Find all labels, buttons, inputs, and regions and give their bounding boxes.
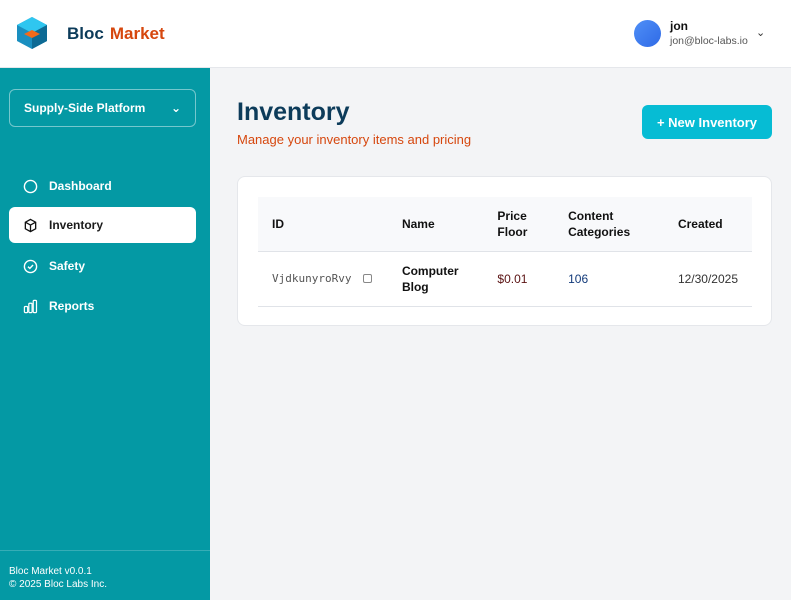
column-header-name: Name <box>387 197 484 252</box>
column-header-created: Created <box>663 197 752 252</box>
user-email: jon@bloc-labs.io <box>670 35 748 47</box>
page-subtitle: Manage your inventory items and pricing <box>237 132 472 147</box>
check-circle-icon <box>23 259 38 273</box>
inventory-card: ID Name Price Floor Content Categories C… <box>237 176 772 326</box>
column-header-content-categories: Content Categories <box>554 197 664 252</box>
box-icon <box>24 218 37 232</box>
inventory-name: Computer Blog <box>387 251 484 307</box>
new-inventory-button[interactable]: + New Inventory <box>642 105 772 139</box>
price-floor: $0.01 <box>483 251 555 307</box>
inventory-id: VjdkunyroRvy <box>272 272 352 285</box>
sidebar: Supply-Side Platform ⌄ Dashboard Inventor… <box>0 68 210 600</box>
chevron-down-icon[interactable]: ⌄ <box>756 27 766 39</box>
sidebar-footer: Bloc Market v0.0.1 © 2025 Bloc Labs Inc. <box>0 550 210 600</box>
brand-name: Bloc Market <box>67 24 165 43</box>
column-header-price-floor: Price Floor <box>483 197 555 252</box>
bloc-market-logo <box>17 17 47 49</box>
sidebar-item-reports[interactable]: Reports <box>9 288 196 324</box>
sidebar-item-dashboard[interactable]: Dashboard <box>9 168 196 204</box>
content-categories: 106 <box>554 251 664 307</box>
column-header-id: ID <box>258 197 388 252</box>
page-title: Inventory <box>237 98 350 126</box>
circle-icon <box>23 179 38 193</box>
avatar <box>634 19 661 47</box>
sidebar-item-safety[interactable]: Safety <box>9 248 196 284</box>
user-menu[interactable]: jon jon@bloc-labs.io <box>634 19 748 47</box>
inventory-table: ID Name Price Floor Content Categories C… <box>258 197 752 307</box>
created-date: 12/30/2025 <box>663 251 752 307</box>
sidebar-item-inventory[interactable]: Inventory <box>9 207 196 243</box>
copy-icon[interactable] <box>363 274 373 283</box>
bar-chart-icon <box>23 299 38 313</box>
top-bar: Bloc Market jon jon@bloc-labs.io ⌄ <box>0 0 791 68</box>
platform-selector[interactable]: Supply-Side Platform ⌄ <box>9 89 196 127</box>
user-name: jon <box>670 19 688 33</box>
chevron-down-icon: ⌄ <box>170 101 181 115</box>
table-row[interactable]: VjdkunyroRvy Computer Blog $0.01 106 12/… <box>258 251 752 307</box>
